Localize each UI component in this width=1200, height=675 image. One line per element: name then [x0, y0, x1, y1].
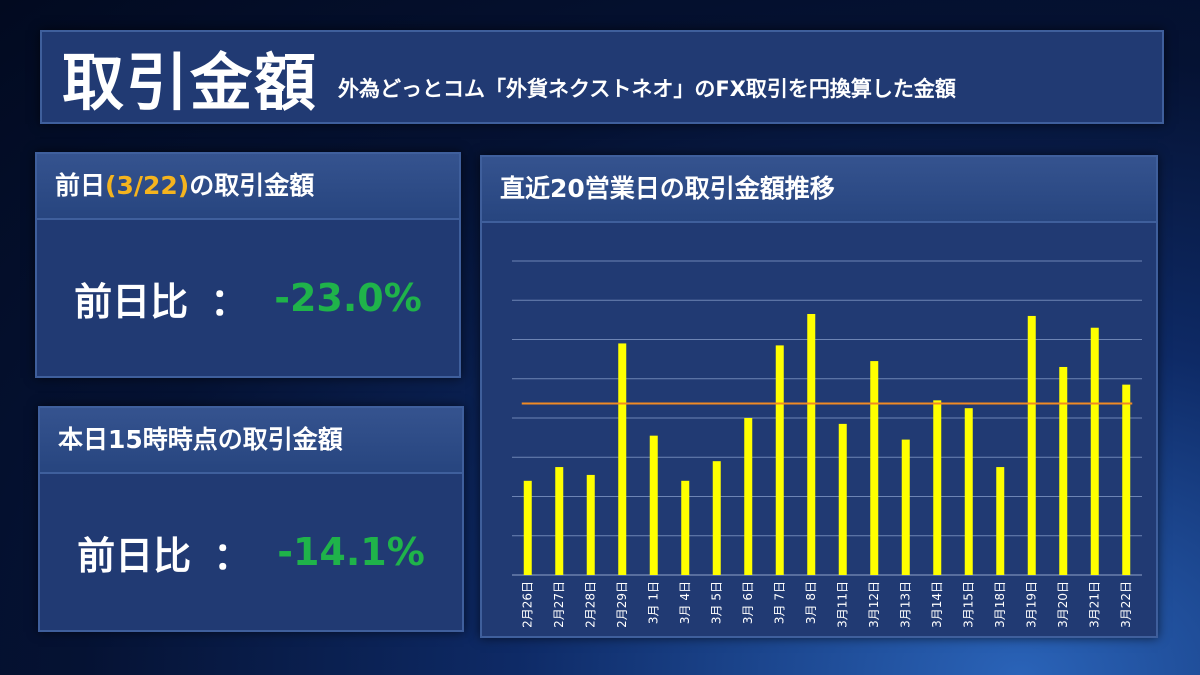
bar: [996, 467, 1005, 575]
x-tick-label: 3月 4日: [678, 581, 692, 624]
comparison-label: 前日比: [77, 533, 192, 578]
bar: [775, 345, 784, 575]
colon: ：: [213, 533, 252, 578]
header-bar: 取引金額 外為どっとコム「外貨ネクストネオ」のFX取引を円換算した金額: [40, 30, 1164, 124]
x-tick-label: 3月13日: [898, 581, 912, 628]
x-tick-label: 3月15日: [961, 581, 975, 628]
previous-day-card-body: 前日比 ： -23.0%: [37, 220, 459, 376]
bar: [681, 480, 690, 575]
bar: [870, 361, 879, 575]
previous-day-card-title: 前日(3/22)の取引金額: [37, 154, 459, 220]
x-tick-label: 3月11日: [835, 581, 849, 628]
comparison-value: -23.0%: [274, 276, 422, 320]
title-date: (3/22): [105, 171, 190, 200]
bar: [618, 343, 627, 575]
bar: [555, 467, 564, 575]
x-tick-label: 3月21日: [1087, 581, 1101, 628]
bar: [586, 474, 595, 575]
x-tick-label: 3月20日: [1056, 581, 1070, 628]
comparison-value: -14.1%: [277, 530, 425, 574]
x-tick-label: 3月22日: [1119, 581, 1133, 628]
x-tick-label: 3月 7日: [772, 581, 786, 624]
title-suffix: の取引金額: [189, 171, 315, 200]
x-tick-label: 3月 6日: [741, 581, 755, 624]
bar: [712, 461, 721, 575]
x-tick-label: 3月14日: [930, 581, 944, 628]
x-tick-label: 2月26日: [520, 581, 534, 628]
title-prefix: 前日: [55, 171, 106, 200]
x-tick-label: 3月 1日: [646, 581, 660, 624]
x-tick-label: 3月12日: [867, 581, 881, 628]
bar: [649, 435, 658, 575]
bar: [1122, 384, 1131, 575]
bar: [838, 423, 847, 575]
page-subtitle: 外為どっとコム「外貨ネクストネオ」のFX取引を円換算した金額: [338, 77, 956, 101]
colon: ：: [210, 279, 249, 324]
x-tick-label: 3月18日: [993, 581, 1007, 628]
x-tick-label: 2月29日: [615, 581, 629, 628]
x-tick-label: 2月28日: [583, 581, 597, 628]
bar: [1059, 366, 1068, 575]
chart-title: 直近20営業日の取引金額推移: [482, 157, 1156, 223]
x-tick-label: 3月 8日: [804, 581, 818, 624]
bar: [1090, 327, 1099, 575]
bar-chart: 2月26日 2月27日 2月28日 2月29日 3月 1日 3月 4日 3月 5日 3月 6日…: [512, 260, 1142, 628]
bar: [933, 400, 942, 575]
bar: [744, 418, 753, 575]
page-title: 取引金額: [62, 46, 319, 119]
x-tick-label: 2月27日: [552, 581, 566, 628]
today-card-body: 前日比 ： -14.1%: [40, 474, 462, 630]
bar: [901, 439, 910, 575]
bar: [807, 313, 816, 575]
today-card-title: 本日15時時点の取引金額: [40, 408, 462, 474]
chart-panel: 直近20営業日の取引金額推移 2月26日 2月27日 2月28日 2月29日 3月 1日…: [480, 155, 1158, 638]
x-tick-label: 3月 5日: [709, 581, 723, 624]
comparison-label: 前日比: [74, 279, 189, 324]
bar: [523, 480, 532, 575]
previous-day-card: 前日(3/22)の取引金額 前日比 ： -23.0%: [35, 152, 461, 378]
x-tick-label: 3月19日: [1024, 581, 1038, 628]
bar: [964, 408, 973, 575]
bar: [1027, 315, 1036, 575]
today-card: 本日15時時点の取引金額 前日比 ： -14.1%: [38, 406, 464, 632]
